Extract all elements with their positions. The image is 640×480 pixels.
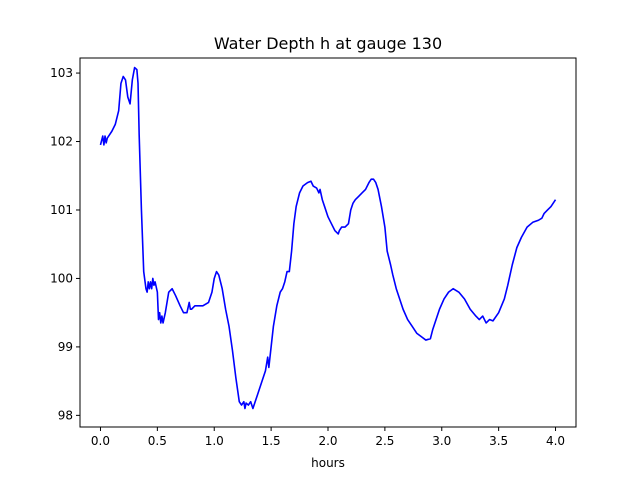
x-tick-label: 1.5: [262, 434, 281, 448]
y-tick-label: 103: [50, 66, 73, 80]
chart-title: Water Depth h at gauge 130: [214, 34, 442, 53]
x-tick-label: 2.0: [318, 434, 337, 448]
x-tick-label: 0.0: [91, 434, 110, 448]
y-axis: 98 99 100 101 102 103: [50, 66, 80, 422]
x-axis-label: hours: [311, 456, 345, 470]
x-tick-label: 4.0: [546, 434, 565, 448]
series-line: [99, 66, 557, 410]
plot-area: 0.0 0.5 1.0 1.5 2.0 2.5 3.0 3.5 4.0 98 99 100 101 10…: [50, 57, 577, 448]
y-tick-label: 100: [50, 271, 73, 285]
x-tick-label: 2.5: [375, 434, 394, 448]
x-tick-label: 0.5: [148, 434, 167, 448]
x-tick-label: 3.5: [489, 434, 508, 448]
y-tick-label: 99: [58, 340, 73, 354]
x-tick-label: 1.0: [205, 434, 224, 448]
x-tick-label: 3.0: [432, 434, 451, 448]
y-tick-label: 98: [58, 408, 73, 422]
y-tick-label: 101: [50, 203, 73, 217]
y-tick-label: 102: [50, 135, 73, 149]
x-axis: 0.0 0.5 1.0 1.5 2.0 2.5 3.0 3.5 4.0: [91, 427, 565, 448]
series-layer: [99, 66, 557, 410]
